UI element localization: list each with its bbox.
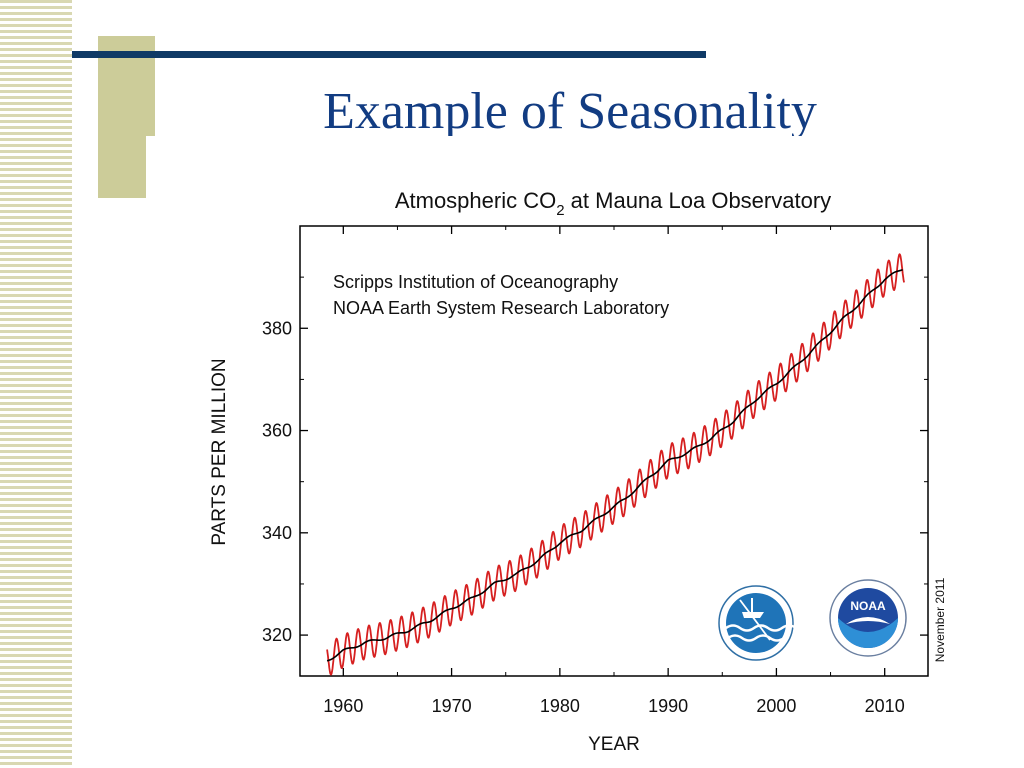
series-group bbox=[326, 253, 905, 676]
series-line-1 bbox=[326, 268, 903, 662]
decorative-block-bottom bbox=[98, 136, 146, 198]
y-tick-label-2: 360 bbox=[262, 421, 292, 441]
series-line-0 bbox=[326, 253, 905, 676]
axis-ticks: 1960 1970 1980 1990 2000 2010 320 340 360 380 bbox=[262, 226, 928, 716]
x-tick-label-0: 1960 bbox=[323, 696, 363, 716]
y-tick-label-1: 340 bbox=[262, 523, 292, 543]
x-tick-label-5: 2010 bbox=[865, 696, 905, 716]
noaa-seal-icon: NOAA bbox=[829, 579, 907, 657]
annotation-line-2: NOAA Earth System Research Laboratory bbox=[333, 298, 669, 318]
chart-side-note: November 2011 bbox=[933, 577, 947, 662]
chart-title-main: Atmospheric CO bbox=[395, 188, 556, 213]
annotation-line-1: Scripps Institution of Oceanography bbox=[333, 272, 618, 292]
y-tick-label-0: 320 bbox=[262, 625, 292, 645]
y-axis-label: PARTS PER MILLION bbox=[209, 358, 230, 545]
y-tick-label-3: 380 bbox=[262, 318, 292, 338]
chart-title-suffix: at Mauna Loa Observatory bbox=[565, 188, 832, 213]
x-tick-label-3: 1990 bbox=[648, 696, 688, 716]
scripps-seal-icon bbox=[718, 585, 797, 661]
x-axis-label: YEAR bbox=[588, 734, 640, 755]
slide-title: Example of Seasonality bbox=[323, 83, 817, 136]
decorative-stripes bbox=[0, 0, 72, 768]
title-rule bbox=[72, 51, 706, 58]
chart-title: Atmospheric CO2 at Mauna Loa Observatory bbox=[395, 188, 831, 219]
x-tick-label-4: 2000 bbox=[756, 696, 796, 716]
svg-text:NOAA: NOAA bbox=[850, 599, 886, 613]
chart-title-subscript: 2 bbox=[556, 202, 564, 219]
x-tick-label-2: 1980 bbox=[540, 696, 580, 716]
x-tick-label-1: 1970 bbox=[432, 696, 472, 716]
